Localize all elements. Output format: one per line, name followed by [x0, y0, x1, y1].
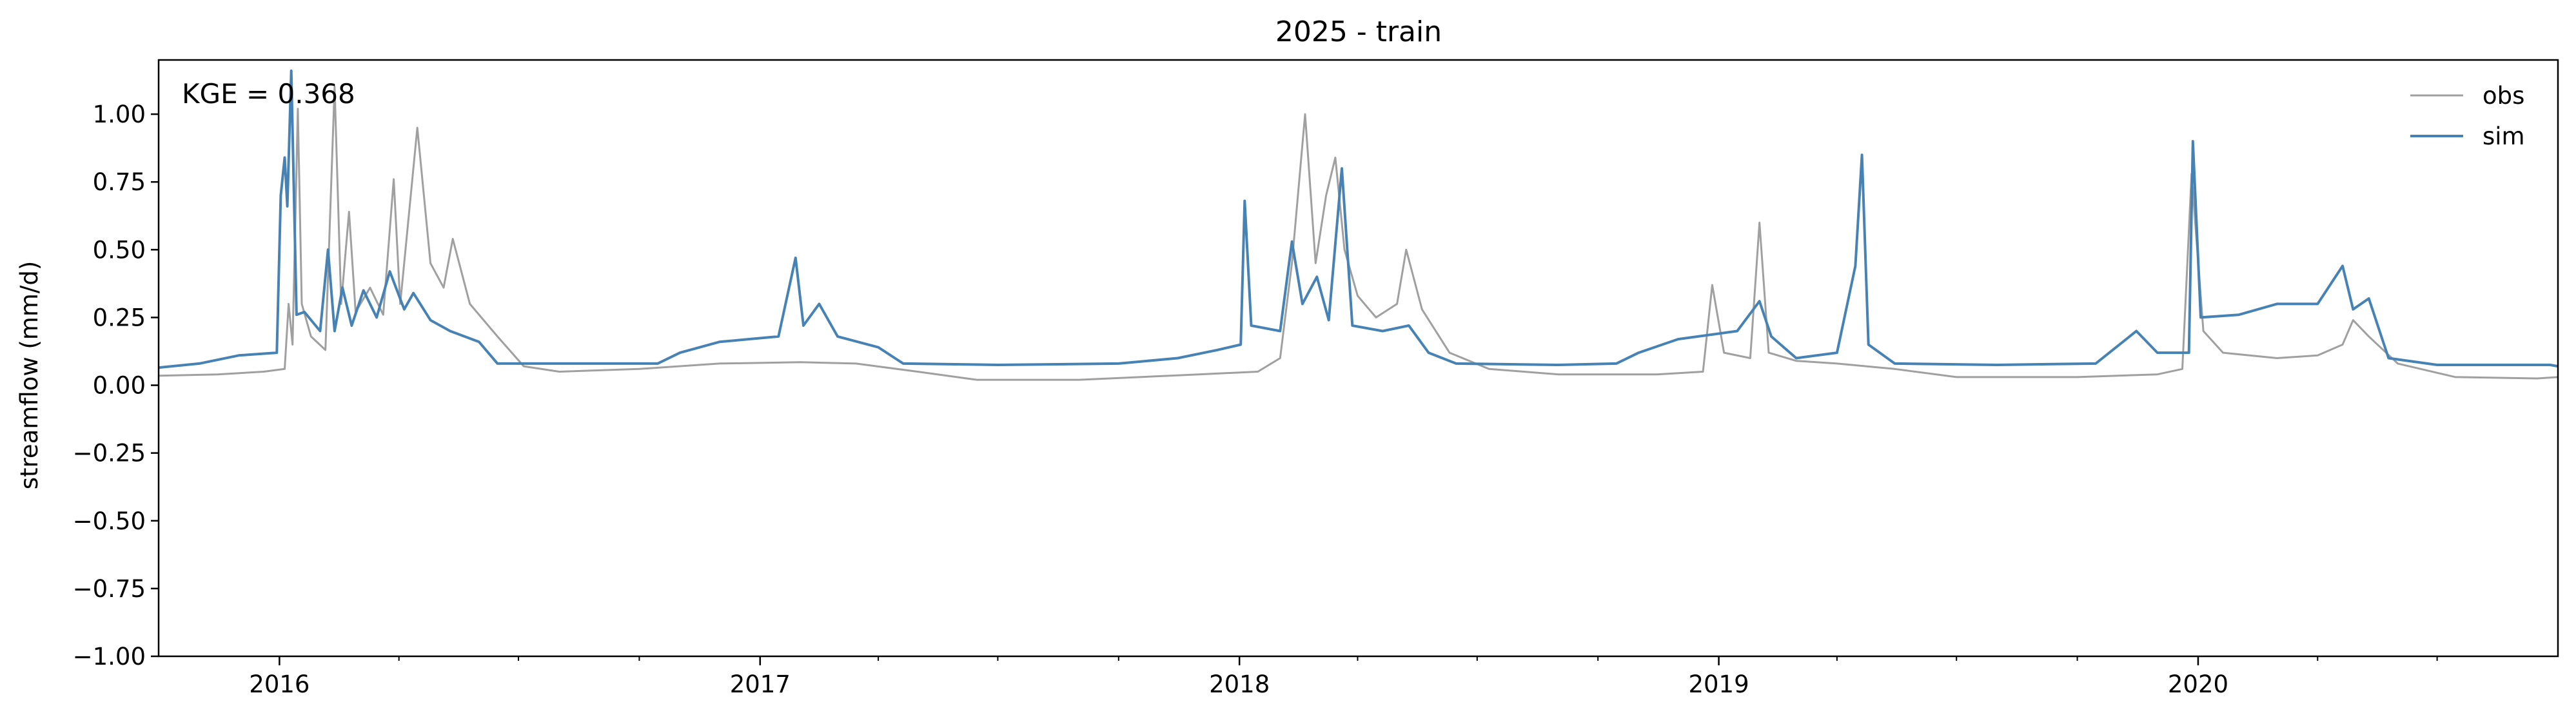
x-tick-label: 2016	[249, 670, 310, 698]
y-tick-label: 1.00	[93, 101, 146, 128]
legend-label-obs: obs	[2483, 82, 2524, 110]
series-line-sim	[158, 69, 2559, 369]
plot-area	[157, 59, 2559, 658]
x-tick-label: 2019	[1688, 670, 1749, 698]
y-tick-label: −0.75	[73, 575, 146, 603]
y-tick-label: 0.75	[93, 168, 146, 196]
x-tick-label: 2020	[2168, 670, 2228, 698]
legend-label-sim: sim	[2483, 122, 2525, 150]
y-axis-label: streamflow (mm/d)	[15, 261, 43, 490]
series-line-obs	[158, 86, 2559, 381]
x-tick-label: 2017	[730, 670, 791, 698]
x-tick-label: 2018	[1209, 670, 1270, 698]
plot-frame	[157, 59, 2559, 658]
y-tick-label: 0.50	[93, 236, 146, 264]
y-tick-label: 0.25	[93, 304, 146, 331]
x-axis: 2016 2017 2018 2019 2020	[249, 656, 2438, 698]
y-axis: −1.00 −0.75 −0.50 −0.25 0.00 0.25 0.50 0.75 1.00	[73, 101, 159, 670]
chart-title: 2025 - train	[1275, 15, 1442, 48]
series-layer	[158, 69, 2559, 381]
y-tick-label: −1.00	[73, 643, 146, 670]
y-tick-label: −0.50	[73, 507, 146, 535]
legend: obs sim	[2410, 82, 2525, 150]
y-tick-label: 0.00	[93, 372, 146, 400]
y-tick-label: −0.25	[73, 440, 146, 467]
kge-annotation: KGE = 0.368	[182, 78, 355, 110]
